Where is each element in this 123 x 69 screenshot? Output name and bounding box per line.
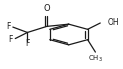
Text: F: F bbox=[25, 39, 30, 48]
Text: O: O bbox=[44, 4, 50, 13]
Text: F: F bbox=[8, 35, 13, 44]
Text: OH: OH bbox=[108, 18, 119, 27]
Text: F: F bbox=[6, 22, 10, 31]
Text: CH$_3$: CH$_3$ bbox=[88, 53, 103, 64]
